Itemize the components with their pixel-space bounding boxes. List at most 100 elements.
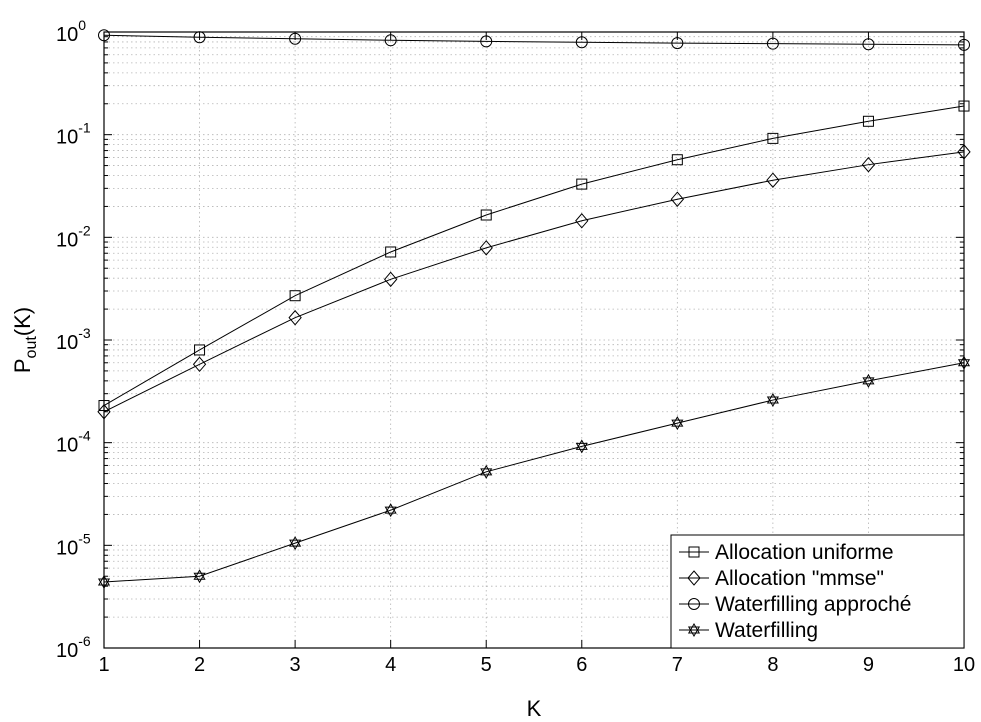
series-line — [103, 151, 965, 413]
y-tick-label: 100 — [56, 17, 86, 46]
marker-hexagram-up — [957, 355, 971, 367]
legend-marker — [687, 623, 701, 637]
legend-item: Waterfilling — [679, 619, 818, 642]
data-point — [289, 536, 302, 551]
marker-hexagram-up — [480, 464, 493, 476]
marker-hexagram-up — [384, 503, 397, 514]
data-point — [766, 37, 779, 50]
marker-hexagram-up — [671, 416, 684, 427]
x-tick-label: 5 — [481, 654, 492, 676]
y-tick-label-base: 10 — [56, 640, 78, 662]
y-tick-label-exponent: 0 — [78, 17, 86, 33]
series-line — [103, 34, 965, 46]
data-point — [861, 156, 876, 173]
series-line — [103, 362, 965, 583]
data-point — [576, 178, 588, 190]
data-point — [766, 393, 779, 408]
series-group — [97, 355, 971, 589]
y-tick-label-base: 10 — [56, 127, 78, 149]
legend-label: Allocation "mmse" — [715, 567, 884, 590]
data-point — [862, 115, 874, 127]
data-point — [98, 400, 110, 412]
marker-hexagram-up — [862, 373, 875, 385]
data-point — [671, 37, 684, 50]
marker-hexagram-down — [193, 572, 206, 584]
series-group — [97, 144, 971, 420]
legend-marker — [687, 570, 701, 586]
x-tick-label: 10 — [953, 654, 975, 676]
marker-hexagram-down — [957, 359, 971, 370]
data-point — [193, 31, 206, 44]
data-point — [958, 38, 970, 51]
marker-hexagram-up — [97, 574, 111, 586]
y-tick-label: 10-6 — [56, 633, 91, 662]
marker-hexagram-down — [480, 468, 493, 479]
marker-hexagram-up — [687, 623, 701, 634]
y-tick-label: 10-2 — [56, 222, 91, 251]
legend-label: Allocation uniforme — [715, 541, 894, 564]
data-point — [192, 356, 207, 373]
marker-hexagram-up — [766, 393, 779, 404]
data-point — [193, 569, 206, 584]
y-tick-label-exponent: -5 — [78, 530, 91, 546]
axis-ticks — [103, 31, 965, 649]
series-group — [98, 100, 970, 412]
y-tick-label: 10-5 — [56, 530, 91, 559]
data-point — [480, 209, 492, 221]
marker-hexagram-down — [671, 419, 684, 431]
legend-item: Allocation uniforme — [679, 541, 894, 564]
legend-label: Waterfilling — [715, 619, 818, 642]
x-tick-label: 9 — [863, 654, 874, 676]
y-tick-label-exponent: -6 — [78, 633, 91, 649]
marker-hexagram-down — [575, 442, 588, 454]
data-point — [767, 132, 779, 144]
data-point — [98, 29, 110, 42]
legend-label: Waterfilling approché — [715, 593, 912, 616]
legend-marker — [688, 546, 700, 558]
data-point — [575, 212, 589, 229]
series-line — [103, 105, 965, 406]
data-point — [671, 416, 684, 431]
x-tick-labels: 1 2 3 4 5 6 7 8 9 10 — [98, 654, 975, 676]
data-point — [957, 355, 971, 370]
data-point — [384, 503, 397, 518]
series-group — [98, 29, 970, 51]
legend: Allocation uniforme Allocation "mmse" Wate… — [670, 534, 965, 649]
y-tick-label-base: 10 — [56, 24, 78, 46]
legend-items: Allocation uniforme Allocation "mmse" Wate… — [679, 541, 912, 642]
data-point — [479, 240, 493, 256]
legend-item: Allocation "mmse" — [679, 567, 884, 590]
series — [97, 29, 971, 589]
y-axis-title-subscript: out — [23, 336, 40, 359]
data-point — [97, 574, 111, 589]
marker-hexagram-up — [575, 439, 588, 450]
data-point — [194, 344, 206, 356]
data-point — [480, 35, 493, 48]
y-tick-label-exponent: -2 — [78, 222, 91, 238]
y-tick-label-exponent: -3 — [78, 325, 91, 341]
x-tick-label: 2 — [194, 654, 205, 676]
x-axis-title: K — [527, 696, 542, 721]
marker-hexagram-down — [289, 539, 302, 551]
data-point — [671, 154, 683, 166]
data-point — [575, 36, 588, 49]
legend-box — [670, 534, 965, 649]
y-tick-label: 10-1 — [56, 120, 91, 149]
y-axis-title-suffix: (K) — [10, 307, 35, 336]
data-point — [862, 38, 875, 51]
y-tick-label: 10-4 — [56, 428, 91, 457]
x-tick-label: 7 — [672, 654, 683, 676]
marker-hexagram-down — [384, 506, 397, 518]
x-tick-label: 1 — [98, 654, 109, 676]
y-tick-label-base: 10 — [56, 332, 78, 354]
x-tick-label: 8 — [767, 654, 778, 676]
y-tick-label: 10-3 — [56, 325, 91, 354]
data-point — [957, 144, 971, 160]
y-axis-title: Pout(K) — [10, 307, 40, 373]
y-tick-label-exponent: -4 — [78, 428, 91, 444]
marker-hexagram-down — [862, 377, 875, 388]
data-point — [670, 191, 684, 208]
data-point — [480, 464, 493, 479]
